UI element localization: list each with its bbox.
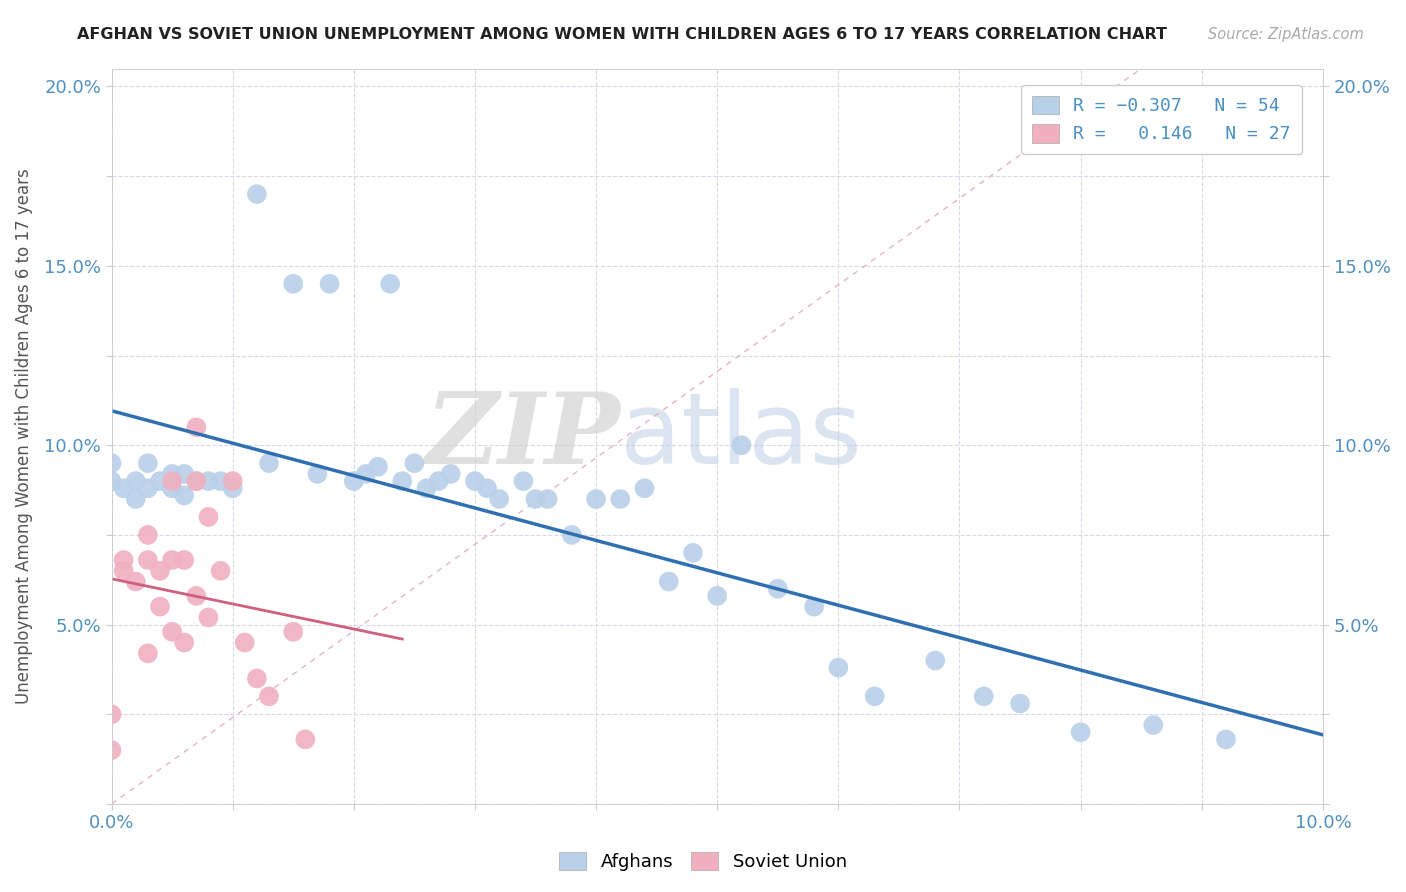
Point (160, 474, 183, 488)
Point (186, 420, 208, 434)
Point (354, 467, 377, 481)
Point (112, 481, 135, 495)
Point (221, 474, 243, 488)
Point (633, 481, 655, 495)
Point (197, 474, 219, 488)
Point (730, 438, 752, 452)
Legend: Afghans, Soviet Union: Afghans, Soviet Union (551, 845, 855, 879)
Point (803, 599, 825, 614)
Point (160, 481, 183, 495)
Point (136, 553, 159, 567)
Point (512, 474, 534, 488)
Point (1215, 732, 1237, 747)
Point (197, 510, 219, 524)
Point (658, 574, 681, 589)
Point (1070, 725, 1092, 739)
Point (973, 690, 995, 704)
Point (100, 456, 122, 470)
Point (246, 672, 269, 686)
Point (209, 564, 232, 578)
Text: ZIP: ZIP (425, 388, 620, 484)
Point (221, 481, 243, 495)
Point (318, 277, 340, 291)
Point (827, 660, 849, 674)
Point (173, 635, 195, 649)
Point (149, 564, 172, 578)
Point (283, 624, 305, 639)
Point (404, 456, 426, 470)
Point (706, 589, 728, 603)
Point (209, 474, 232, 488)
Point (283, 277, 305, 291)
Point (112, 564, 135, 578)
Point (100, 743, 122, 757)
Point (160, 467, 183, 481)
Point (186, 589, 208, 603)
Point (160, 553, 183, 567)
Point (924, 653, 946, 667)
Point (197, 610, 219, 624)
Point (149, 599, 172, 614)
Point (186, 474, 208, 488)
Point (257, 456, 280, 470)
Point (863, 690, 886, 704)
Point (766, 582, 789, 596)
Point (125, 491, 148, 506)
Point (475, 481, 498, 495)
Point (427, 474, 450, 488)
Point (160, 624, 183, 639)
Point (125, 474, 148, 488)
Point (173, 553, 195, 567)
Point (367, 459, 389, 474)
Point (136, 528, 159, 542)
Point (561, 528, 583, 542)
Text: atlas: atlas (620, 388, 862, 484)
Point (524, 491, 547, 506)
Point (136, 646, 159, 660)
Point (100, 707, 122, 722)
Point (246, 187, 269, 202)
Point (173, 467, 195, 481)
Point (294, 732, 316, 747)
Point (125, 574, 148, 589)
Point (536, 491, 558, 506)
Point (136, 456, 159, 470)
Point (257, 690, 280, 704)
Point (100, 474, 122, 488)
Point (488, 491, 510, 506)
Point (112, 553, 135, 567)
Legend: R = −0.307   N = 54, R =   0.146   N = 27: R = −0.307 N = 54, R = 0.146 N = 27 (1021, 85, 1302, 154)
Point (186, 474, 208, 488)
Point (233, 635, 256, 649)
Point (136, 481, 159, 495)
Point (415, 481, 437, 495)
Text: Source: ZipAtlas.com: Source: ZipAtlas.com (1208, 27, 1364, 42)
Point (682, 546, 704, 560)
Point (378, 277, 401, 291)
Point (585, 491, 607, 506)
Y-axis label: Unemployment Among Women with Children Ages 6 to 17 years: Unemployment Among Women with Children A… (15, 169, 32, 704)
Point (173, 488, 195, 502)
Point (464, 474, 486, 488)
Point (391, 474, 413, 488)
Point (307, 467, 329, 481)
Point (149, 474, 172, 488)
Point (1142, 718, 1164, 732)
Text: AFGHAN VS SOVIET UNION UNEMPLOYMENT AMONG WOMEN WITH CHILDREN AGES 6 TO 17 YEARS: AFGHAN VS SOVIET UNION UNEMPLOYMENT AMON… (77, 27, 1167, 42)
Point (609, 491, 631, 506)
Point (343, 474, 366, 488)
Point (440, 467, 463, 481)
Point (1008, 697, 1031, 711)
